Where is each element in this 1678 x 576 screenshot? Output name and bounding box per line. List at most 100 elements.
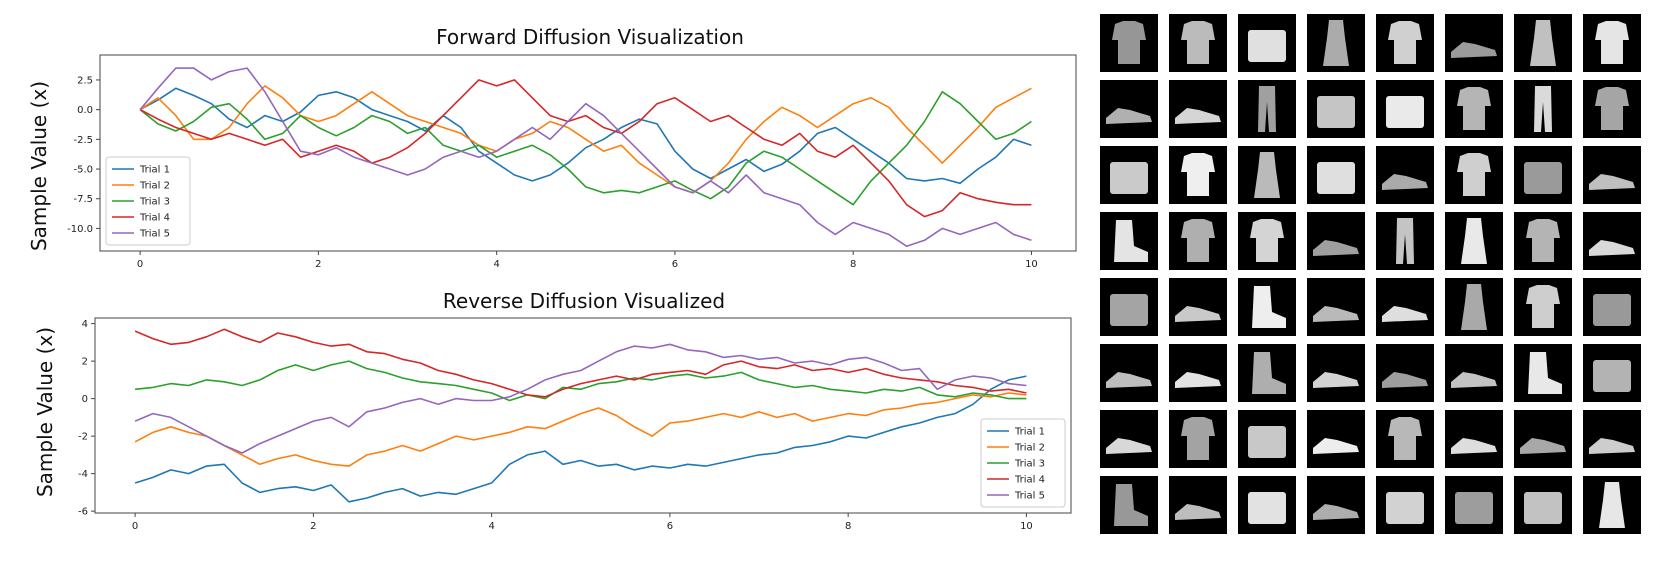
sample-background — [1169, 476, 1227, 534]
sample-item-shape — [1112, 21, 1146, 64]
y-tick-label: 2.5 — [77, 75, 93, 86]
legend-box — [105, 156, 191, 246]
sample-item-shape — [1386, 492, 1424, 524]
sample-thumbnail — [1583, 146, 1641, 204]
sample-thumbnail — [1445, 278, 1503, 336]
sample-thumbnail — [1238, 14, 1296, 72]
y-tick-label: -2.5 — [73, 135, 93, 146]
y-axis-label: Sample Value (x) — [33, 327, 57, 497]
sample-thumbnail — [1376, 410, 1434, 468]
series-line-trial-4 — [139, 79, 1032, 218]
sample-background — [1583, 410, 1641, 468]
sample-item-shape — [1252, 352, 1286, 394]
sample-background — [1445, 14, 1503, 72]
sample-thumbnail — [1238, 476, 1296, 534]
sample-thumbnail — [1307, 14, 1365, 72]
sample-thumbnail — [1514, 80, 1572, 138]
sample-thumbnail — [1583, 278, 1641, 336]
legend-label: Trial 1 — [1014, 427, 1045, 438]
x-tick-label: 6 — [672, 259, 678, 270]
sample-item-shape — [1530, 20, 1556, 66]
sample-item-shape — [1313, 504, 1359, 520]
legend-label: Trial 2 — [1014, 443, 1045, 454]
sample-item-shape — [1593, 294, 1631, 326]
sample-item-shape — [1248, 30, 1286, 62]
sample-item-shape — [1520, 438, 1566, 454]
sample-item-shape — [1382, 306, 1428, 322]
sample-item-shape — [1106, 438, 1152, 454]
sample-thumbnail — [1376, 14, 1434, 72]
sample-thumbnail — [1100, 80, 1158, 138]
sample-thumbnail — [1445, 80, 1503, 138]
sample-item-shape — [1451, 42, 1497, 58]
series-line-trial-1 — [139, 87, 1032, 185]
sample-thumbnail — [1307, 278, 1365, 336]
sample-background — [1583, 146, 1641, 204]
sample-thumbnail — [1514, 476, 1572, 534]
sample-item-shape — [1382, 372, 1428, 388]
sample-item-shape — [1534, 86, 1552, 132]
sample-thumbnail — [1238, 212, 1296, 270]
sample-item-shape — [1258, 86, 1276, 132]
sample-background — [1376, 146, 1434, 204]
sample-thumbnail — [1376, 278, 1434, 336]
sample-background — [1376, 344, 1434, 402]
sample-item-shape — [1317, 162, 1355, 194]
legend-label: Trial 4 — [1014, 475, 1045, 486]
sample-background — [1445, 344, 1503, 402]
sample-background — [1307, 476, 1365, 534]
sample-thumbnail — [1445, 344, 1503, 402]
x-tick-label: 4 — [493, 259, 499, 270]
x-tick-label: 2 — [315, 259, 321, 270]
y-tick-label: -2 — [78, 432, 88, 443]
sample-item-shape — [1110, 162, 1148, 194]
x-tick-label: 0 — [132, 521, 138, 532]
sample-thumbnail — [1238, 146, 1296, 204]
sample-thumbnail — [1583, 410, 1641, 468]
sample-item-shape — [1599, 482, 1625, 528]
sample-thumbnail — [1445, 212, 1503, 270]
sample-item-shape — [1313, 240, 1359, 256]
sample-item-shape — [1114, 220, 1148, 262]
y-tick-label: 0 — [82, 394, 88, 405]
sample-thumbnail — [1445, 14, 1503, 72]
legend-box — [980, 418, 1066, 508]
y-tick-label: -6 — [78, 507, 88, 518]
y-tick-label: 0.0 — [77, 105, 93, 116]
sample-thumbnail — [1583, 14, 1641, 72]
sample-thumbnail — [1100, 14, 1158, 72]
sample-thumbnail — [1238, 410, 1296, 468]
sample-thumbnail — [1100, 476, 1158, 534]
sample-thumbnail — [1514, 212, 1572, 270]
sample-item-shape — [1181, 219, 1215, 262]
sample-item-shape — [1457, 87, 1491, 130]
sample-thumbnail — [1238, 344, 1296, 402]
sample-item-shape — [1526, 285, 1560, 328]
series-line-trial-1 — [134, 375, 1027, 503]
sample-thumbnail — [1100, 146, 1158, 204]
sample-thumbnail — [1376, 212, 1434, 270]
sample-item-shape — [1528, 352, 1562, 394]
sample-item-shape — [1175, 108, 1221, 124]
y-axis-label: Sample Value (x) — [27, 81, 51, 251]
sample-background — [1169, 80, 1227, 138]
sample-item-shape — [1526, 219, 1560, 262]
sample-item-shape — [1181, 21, 1215, 64]
sample-item-shape — [1313, 372, 1359, 388]
sample-background — [1307, 344, 1365, 402]
legend: Trial 1 Trial 2 Trial 3 Trial 4 Trial 5 — [980, 418, 1066, 508]
sample-item-shape — [1106, 108, 1152, 124]
sample-thumbnail — [1514, 410, 1572, 468]
sample-thumbnail — [1307, 212, 1365, 270]
sample-thumbnail — [1100, 344, 1158, 402]
sample-item-shape — [1593, 360, 1631, 392]
sample-item-shape — [1110, 294, 1148, 326]
sample-item-shape — [1317, 96, 1355, 128]
sample-thumbnail — [1376, 476, 1434, 534]
legend-label: Trial 1 — [139, 165, 170, 176]
sample-item-shape — [1252, 286, 1286, 328]
sample-background — [1583, 212, 1641, 270]
sample-thumbnail — [1169, 410, 1227, 468]
sample-item-shape — [1455, 492, 1493, 524]
sample-item-shape — [1181, 417, 1215, 460]
